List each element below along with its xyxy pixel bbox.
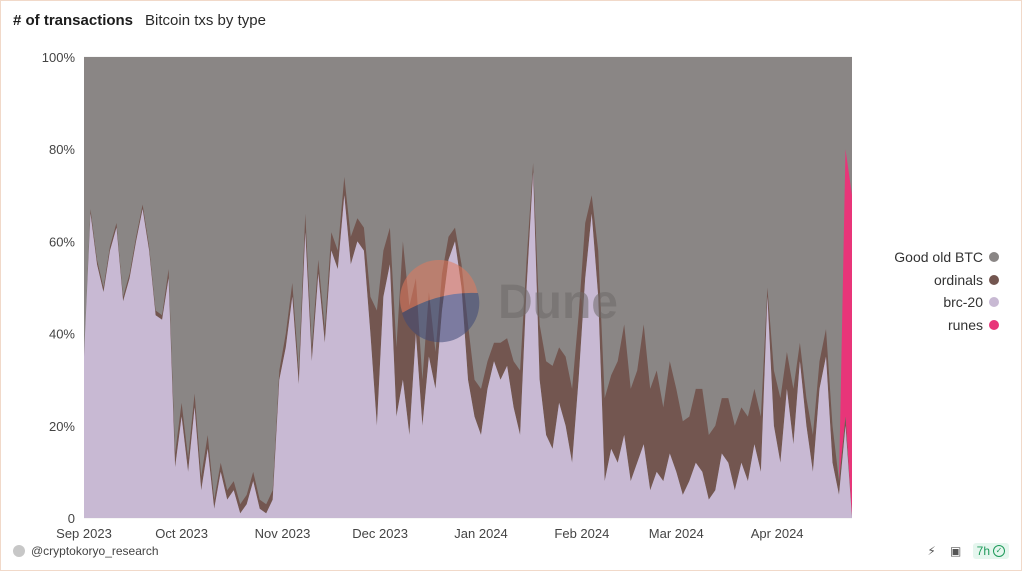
y-tick-label: 80%: [49, 142, 75, 157]
legend-label: ordinals: [933, 271, 983, 288]
legend-label: runes: [947, 316, 983, 333]
dune-watermark: Dune: [400, 260, 618, 343]
author-avatar: [13, 545, 25, 557]
x-tick-label: Oct 2023: [155, 526, 208, 541]
legend-label: Good old BTC: [894, 249, 983, 266]
chart-header: # of transactions Bitcoin txs by type: [13, 12, 266, 29]
y-tick-label: 40%: [49, 327, 75, 342]
x-tick-label: Feb 2024: [554, 526, 609, 541]
check-circle-icon: ✓: [993, 545, 1005, 557]
y-tick-label: 100%: [42, 50, 76, 65]
series-area-brc20: [84, 172, 852, 519]
chart-legend: Good old BTC ordinals brc-20 runes: [894, 246, 999, 336]
author-name: @cryptokoryo_research: [31, 544, 159, 558]
dune-watermark-text: Dune: [498, 276, 618, 329]
x-tick-label: Jan 2024: [454, 526, 508, 541]
x-tick-label: Dec 2023: [352, 526, 408, 541]
legend-dot-icon: [989, 252, 999, 263]
legend-dot-icon: [989, 297, 999, 308]
y-tick-label: 0: [68, 511, 75, 526]
author-credit[interactable]: @cryptokoryo_research: [13, 544, 159, 558]
x-tick-label: Sep 2023: [56, 526, 112, 541]
chart-title: # of transactions: [13, 12, 134, 29]
legend-item-runes[interactable]: runes: [894, 314, 999, 337]
legend-item-brc20[interactable]: brc-20: [894, 291, 999, 314]
legend-label: brc-20: [943, 294, 983, 311]
legend-item-good-old-btc[interactable]: Good old BTC: [894, 246, 999, 269]
y-tick-label: 60%: [49, 234, 75, 249]
legend-dot-icon: [989, 319, 999, 330]
series-area-ordinals: [84, 163, 852, 518]
camera-icon[interactable]: ▣: [949, 544, 962, 558]
legend-item-ordinals[interactable]: ordinals: [894, 269, 999, 292]
x-tick-label: Apr 2024: [751, 526, 804, 541]
x-tick-label: Nov 2023: [255, 526, 311, 541]
legend-dot-icon: [989, 274, 999, 285]
chart-subtitle: Bitcoin txs by type: [145, 12, 266, 29]
chart-actions: ⚡ ▣ 7h ✓: [925, 543, 1009, 559]
lightning-share-icon[interactable]: ⚡: [927, 544, 936, 558]
refresh-time: 7h: [976, 544, 990, 558]
refresh-status-badge[interactable]: 7h ✓: [972, 543, 1009, 559]
x-tick-label: Mar 2024: [649, 526, 704, 541]
dune-logo-wave: [402, 292, 480, 343]
y-tick-label: 20%: [49, 419, 75, 434]
